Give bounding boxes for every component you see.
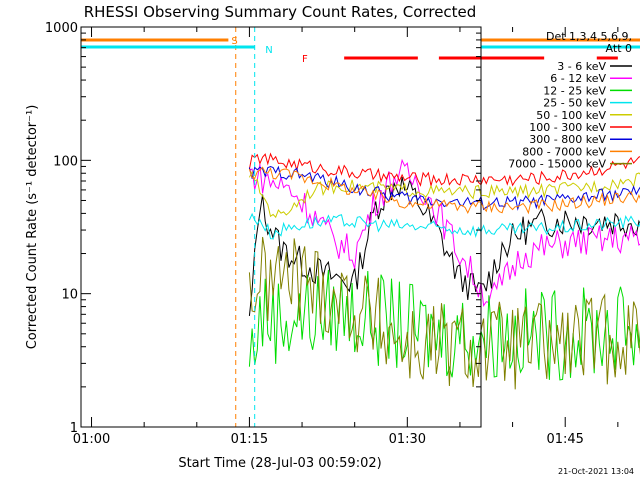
legend-label: 7000 - 15000 keV — [508, 158, 606, 171]
legend-label: 6 - 12 keV — [550, 72, 606, 85]
x-tick-label: 01:30 — [389, 432, 426, 447]
flare-marker-label: F — [302, 54, 308, 65]
footer-date: 21-Oct-2021 13:04 — [558, 467, 634, 476]
series-layer — [248, 152, 640, 390]
series-50-100-kev-line — [248, 170, 640, 219]
marker-layer: S N F — [81, 27, 640, 427]
series-6-12-kev-line — [249, 158, 640, 307]
x-axis-label: Start Time (28-Jul-03 00:59:02) — [178, 456, 381, 471]
legend-label: 50 - 100 keV — [536, 109, 606, 122]
saa-marker-label: S — [231, 36, 237, 47]
legend-header-line-1: Det 1,3,4,5,6,9, — [546, 30, 632, 43]
tick-layer: 01:0001:1501:3001:4502:0002:1502:3011010… — [45, 21, 619, 447]
series-7000-15000-kev-line — [248, 236, 640, 390]
y-tick-label: 1000 — [45, 21, 78, 36]
y-axis-label: Corrected Count Rate (s⁻¹ detector⁻¹) — [25, 105, 40, 350]
night-marker-label: N — [265, 45, 272, 56]
legend-label: 300 - 800 keV — [529, 133, 606, 146]
series-300-800-kev-line — [248, 165, 640, 211]
x-tick-label: 01:15 — [231, 432, 268, 447]
chart-title: RHESSI Observing Summary Count Rates, Co… — [84, 3, 477, 21]
legend-label: 25 - 50 keV — [543, 97, 606, 110]
series-100-300-kev-line — [248, 152, 640, 187]
legend-header-line-2: Att 0 — [606, 42, 632, 55]
legend-label: 800 - 7000 keV — [522, 145, 606, 158]
series-800-7000-kev-line — [248, 166, 640, 215]
legend-label: 100 - 300 keV — [529, 121, 606, 134]
legend-label: 12 - 25 keV — [543, 84, 606, 97]
series-25-50-kev-line — [248, 212, 640, 240]
plot-frame — [80, 26, 482, 428]
y-tick-label: 100 — [53, 154, 78, 169]
series-3-6-kev-line — [248, 177, 640, 316]
y-tick-label: 10 — [61, 288, 78, 303]
legend-label: 3 - 6 keV — [557, 60, 606, 73]
x-tick-label: 01:45 — [546, 432, 583, 447]
x-tick-label: 01:00 — [73, 432, 110, 447]
y-tick-label: 1 — [70, 421, 78, 436]
